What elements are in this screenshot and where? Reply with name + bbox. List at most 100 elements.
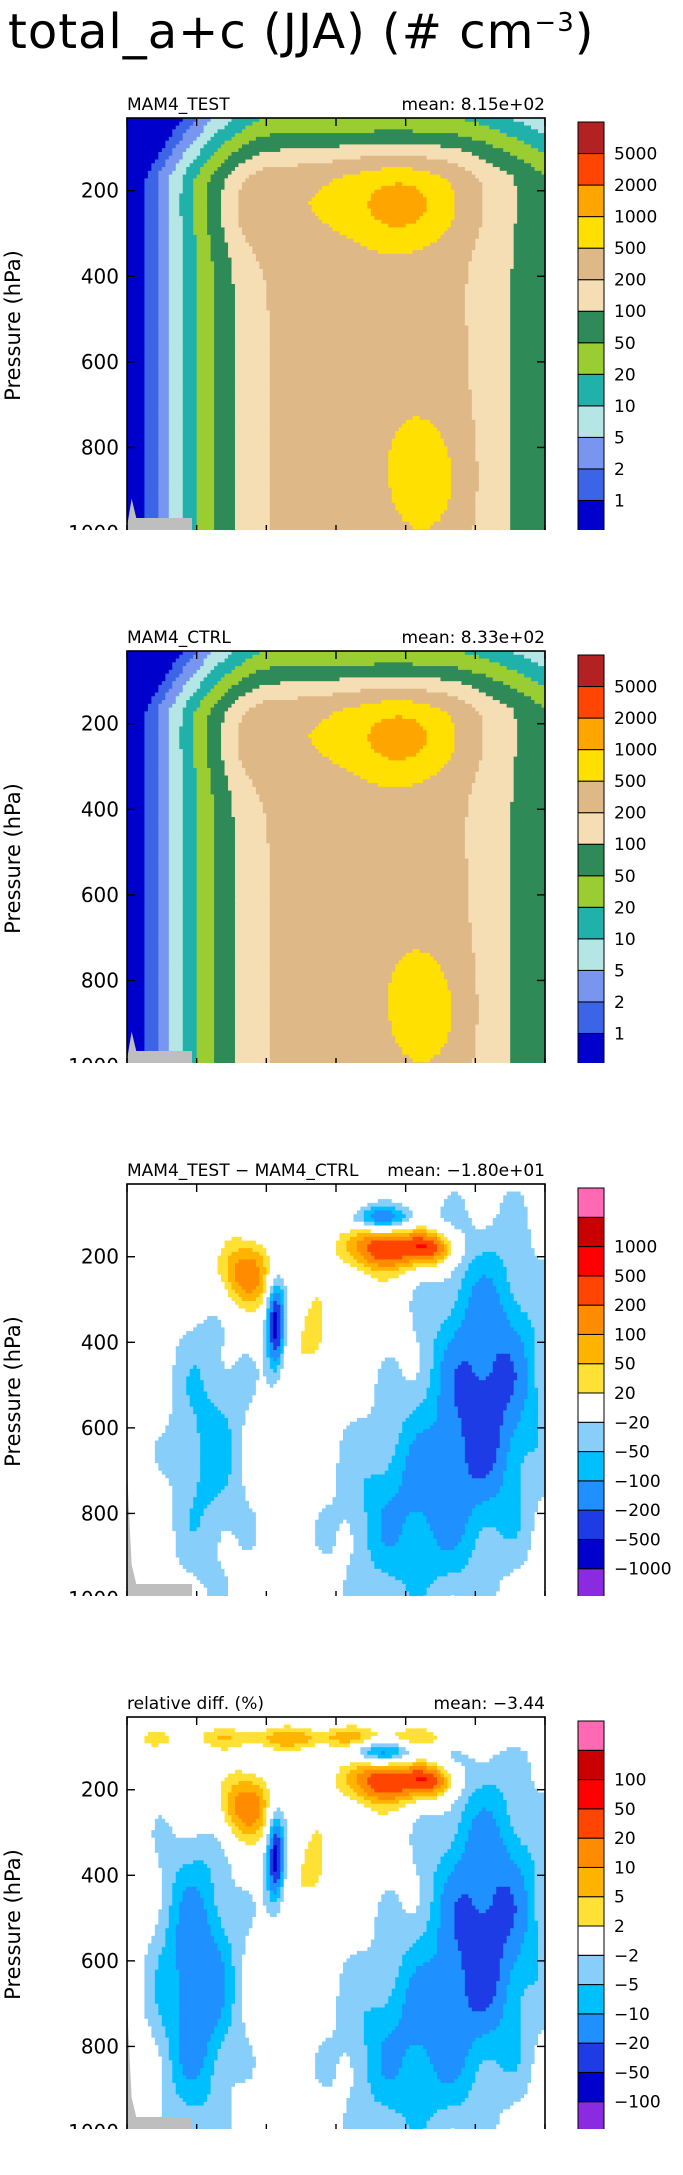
contour-cell	[342, 1519, 348, 1525]
contour-cell	[127, 711, 146, 716]
contour-cell	[269, 1327, 274, 1332]
contour-cell	[214, 1050, 236, 1056]
contour-cell	[262, 1822, 267, 1828]
contour-cell	[127, 1538, 177, 1544]
contour-cell	[269, 1803, 365, 1809]
contour-cell	[440, 1380, 456, 1385]
colorbar-swatch	[577, 969, 605, 1003]
contour-cell	[127, 956, 146, 961]
contour-cell	[214, 1047, 236, 1052]
contour-cell	[196, 1493, 219, 1498]
contour-cell	[158, 888, 170, 894]
contour-cell	[513, 798, 546, 803]
contour-cell	[433, 956, 476, 961]
contour-cell	[475, 419, 511, 425]
contour-cell	[492, 677, 532, 682]
contour-cell	[513, 1429, 539, 1434]
contour-cell	[269, 1342, 274, 1347]
contour-cell	[196, 986, 215, 992]
contour-cell	[196, 1421, 229, 1427]
contour-cell	[363, 1221, 375, 1227]
contour-cell	[280, 1274, 372, 1279]
y-tick-label: 600	[81, 883, 119, 907]
contour-cell	[144, 242, 159, 247]
contour-cell	[468, 385, 511, 391]
contour-cell	[391, 1497, 490, 1502]
contour-cell	[510, 1818, 546, 1824]
contour-cell	[231, 1365, 257, 1370]
contour-cell	[464, 1766, 532, 1771]
contour-cell	[346, 767, 442, 773]
contour-cell	[158, 302, 170, 308]
contour-cell	[144, 749, 159, 754]
contour-cell	[471, 1474, 487, 1479]
contour-cell	[196, 340, 215, 345]
contour-cell	[179, 193, 194, 198]
contour-cell	[245, 1410, 372, 1415]
contour-cell	[182, 442, 198, 447]
contour-cell	[336, 1534, 355, 1540]
contour-cell	[262, 1879, 267, 1884]
contour-cell	[510, 1001, 546, 1007]
colorbar-swatch	[577, 1333, 605, 1365]
contour-cell	[127, 1860, 159, 1865]
contour-cell	[269, 1024, 393, 1029]
contour-cell	[217, 1255, 229, 1261]
contour-cell	[276, 1886, 281, 1892]
contour-cell	[311, 1300, 323, 1306]
contour-cell	[520, 1410, 539, 1415]
contour-cell	[127, 881, 146, 886]
contour-cell	[196, 956, 215, 961]
contour-cell	[283, 1365, 382, 1370]
contour-cell	[214, 850, 236, 856]
contour-cell	[196, 869, 215, 875]
contour-cell	[238, 197, 313, 202]
contour-cell	[339, 1459, 393, 1464]
contour-cell	[450, 1244, 466, 1249]
contour-cell	[224, 1338, 264, 1344]
contour-cell	[182, 828, 198, 833]
contour-cell	[464, 839, 511, 845]
contour-cell	[127, 419, 146, 425]
contour-cell	[214, 813, 233, 818]
contour-cell	[221, 1319, 264, 1325]
contour-cell	[238, 1815, 260, 1820]
contour-cell	[440, 1050, 476, 1056]
contour-cell	[182, 1039, 198, 1044]
contour-cell	[228, 1856, 264, 1861]
contour-cell	[262, 1372, 281, 1378]
contour-cell	[144, 287, 159, 293]
contour-cell	[221, 1357, 240, 1362]
contour-cell	[144, 393, 159, 398]
contour-cell	[433, 423, 476, 428]
contour-cell	[388, 983, 449, 988]
contour-cell	[475, 1043, 511, 1048]
contour-cell	[207, 1591, 229, 1596]
contour-cell	[127, 847, 146, 852]
contour-cell	[464, 1459, 497, 1464]
contour-cell	[255, 1512, 320, 1517]
contour-cell	[182, 472, 198, 478]
contour-cell	[402, 1531, 435, 1536]
contour-cell	[534, 1890, 546, 1895]
contour-cell	[158, 752, 170, 758]
contour-cell	[287, 1867, 302, 1873]
contour-cell	[196, 257, 212, 262]
contour-cell	[234, 348, 271, 353]
contour-cell	[182, 397, 198, 402]
contour-cell	[269, 1837, 274, 1843]
contour-cell	[158, 480, 170, 485]
contour-cell	[332, 178, 449, 183]
contour-cell	[482, 749, 518, 754]
contour-cell	[513, 246, 546, 251]
contour-cell	[363, 1769, 414, 1775]
chart-1-svg: 90S60S30S030N60N90N2004006008001000Press…	[1, 95, 657, 564]
contour-cell	[241, 1425, 348, 1430]
contour-cell	[127, 801, 146, 807]
contour-cell	[214, 809, 233, 814]
colorbar-swatch	[577, 373, 605, 407]
contour-cell	[475, 457, 511, 462]
colorbar-swatch	[577, 1032, 605, 1066]
contour-cell	[503, 1304, 522, 1310]
contour-cell	[273, 1297, 281, 1302]
